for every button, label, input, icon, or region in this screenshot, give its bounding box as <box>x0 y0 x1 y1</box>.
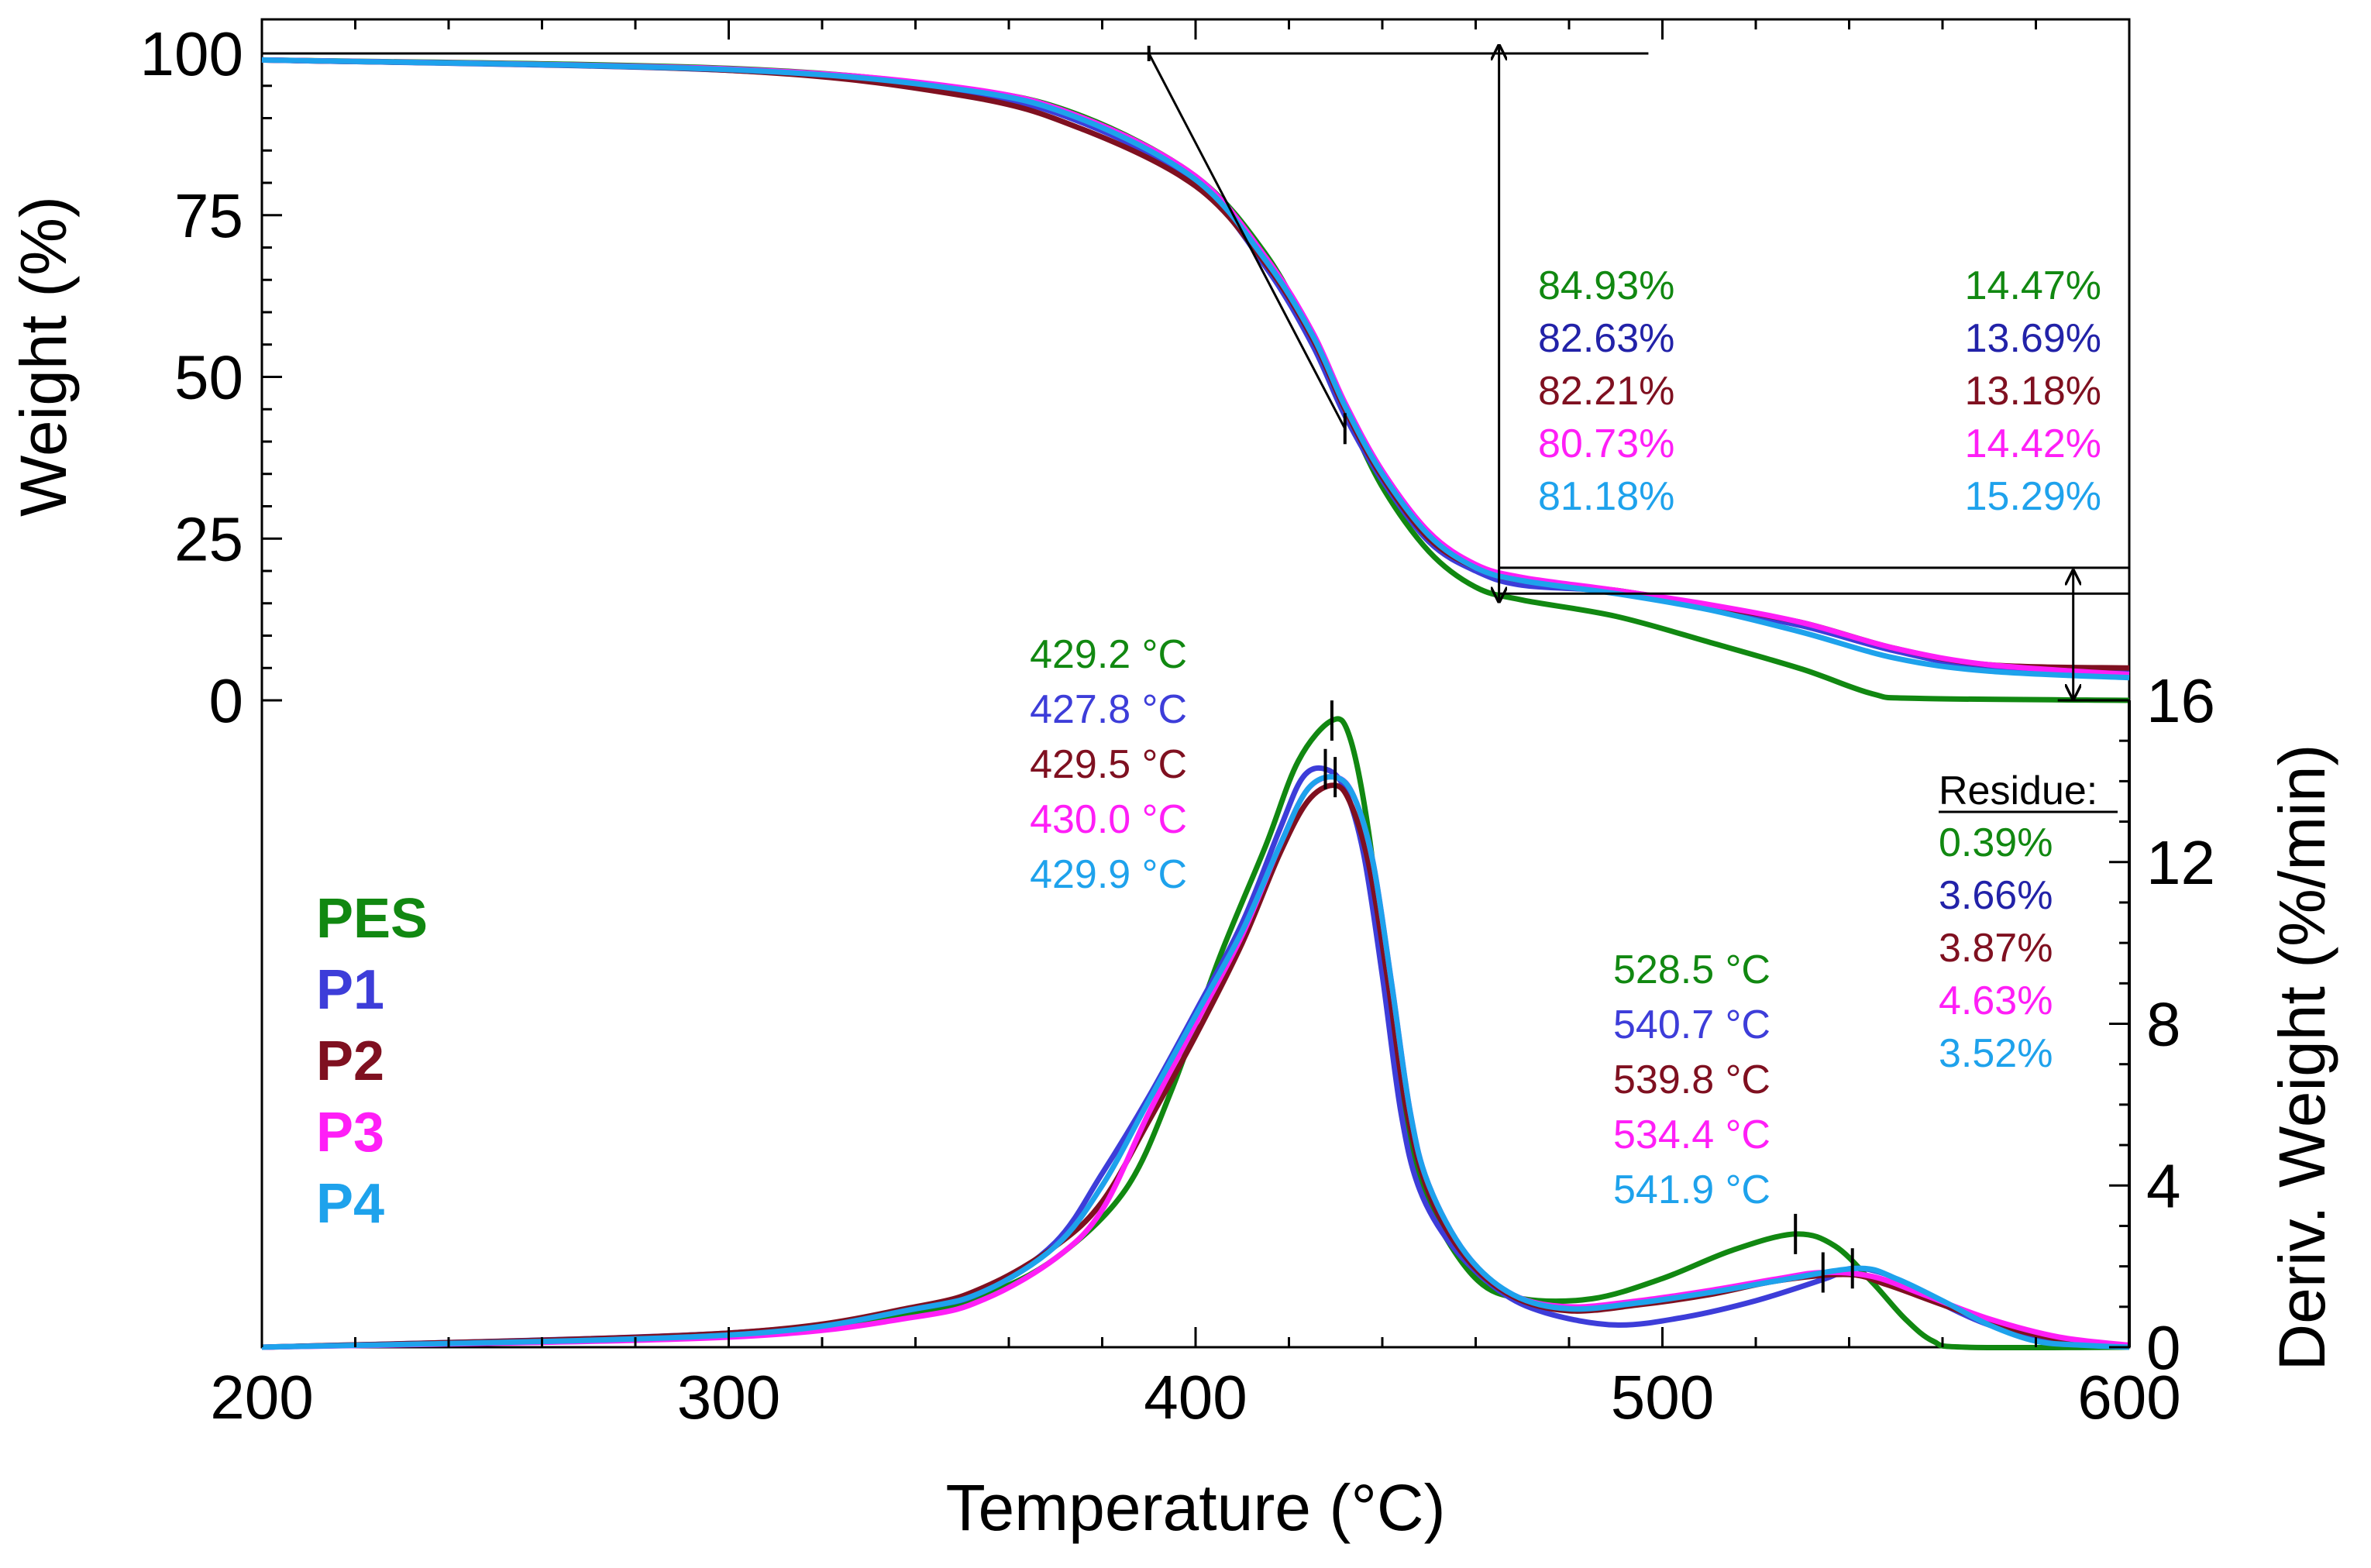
residue-label: 4.63% <box>1939 978 2053 1023</box>
y-left-tick-label-2: 50 <box>174 343 243 412</box>
x-tick-label-1: 300 <box>677 1363 780 1432</box>
y-axis-right-title: Deriv. Weight (%/min) <box>2266 744 2338 1370</box>
y-axis-left-title: Weight (%) <box>7 196 80 517</box>
y-right-tick-label-0: 0 <box>2146 1313 2181 1382</box>
weight-loss-step2-label: 15.29% <box>1965 474 2101 519</box>
weight-curve-p1 <box>261 57 2130 676</box>
weight-curve-p4 <box>261 57 2130 681</box>
residue-label: 0.39% <box>1939 820 2053 865</box>
weight-loss-step1-label: 82.21% <box>1538 369 1674 414</box>
weight-curve-pes <box>261 57 2130 703</box>
plot-frame <box>260 18 2131 1349</box>
x-tick-label-4: 600 <box>2077 1363 2180 1432</box>
residue-title: Residue: <box>1939 769 2097 813</box>
deriv-curve-p3 <box>261 774 2130 1350</box>
x-axis-title: Temperature (°C) <box>945 1471 1445 1544</box>
residue-label: 3.87% <box>1939 926 2053 971</box>
legend-item-p3: P3 <box>316 1102 384 1164</box>
weight-curve-p3 <box>261 57 2130 678</box>
weight-loss-step1-label: 80.73% <box>1538 421 1674 466</box>
y-left-tick-label-4: 100 <box>140 19 243 88</box>
y-left-tick-label-3: 75 <box>174 181 243 250</box>
weight-loss-step2-label: 13.69% <box>1965 316 2101 361</box>
deriv-curve-p4 <box>261 774 2130 1350</box>
peak2-temp-label: 534.4 °C <box>1613 1112 1771 1157</box>
x-tick-label-2: 400 <box>1144 1363 1247 1432</box>
weight-loss-step1-label: 84.93% <box>1538 263 1674 308</box>
x-tick-label-0: 200 <box>210 1363 313 1432</box>
legend-item-p1: P1 <box>316 959 384 1021</box>
peak1-temp-label: 429.2 °C <box>1030 632 1187 677</box>
x-tick-label-3: 500 <box>1611 1363 1714 1432</box>
residue-label: 3.52% <box>1939 1031 2053 1076</box>
weight-loss-step2-label: 14.42% <box>1965 421 2101 466</box>
legend-item-pes: PES <box>316 888 428 950</box>
peak2-temp-label: 528.5 °C <box>1613 947 1771 992</box>
y-right-tick-label-3: 12 <box>2146 828 2215 897</box>
weight-loss-step1-label: 82.63% <box>1538 316 1674 361</box>
y-right-tick-label-4: 16 <box>2146 666 2215 735</box>
y-right-tick-label-1: 4 <box>2146 1151 2181 1220</box>
residue-label: 3.66% <box>1939 873 2053 918</box>
weight-loss-step1-label: 81.18% <box>1538 474 1674 519</box>
y-left-tick-label-1: 25 <box>174 504 243 573</box>
weight-loss-step2-label: 13.18% <box>1965 369 2101 414</box>
deriv-curve-p2 <box>261 782 2130 1350</box>
y-right-tick-label-2: 8 <box>2146 990 2181 1059</box>
peak1-temp-label: 429.9 °C <box>1030 852 1187 897</box>
peak1-temp-label: 427.8 °C <box>1030 687 1187 732</box>
weight-curve-p2 <box>261 57 2130 671</box>
y-left-tick-label-0: 0 <box>209 666 244 735</box>
guide-lines-group <box>262 46 2129 1293</box>
onset-tangent <box>1148 53 1347 429</box>
weight-loss-step2-label: 14.47% <box>1965 263 2101 308</box>
legend: PES P1 P2 P3 P4 <box>316 888 428 1235</box>
curves-group <box>261 57 2130 1351</box>
peak2-temp-label: 540.7 °C <box>1613 1002 1771 1047</box>
peak1-temp-label: 429.5 °C <box>1030 742 1187 787</box>
legend-item-p4: P4 <box>316 1173 384 1235</box>
peak2-temp-label: 539.8 °C <box>1613 1057 1771 1102</box>
peak2-temp-label: 541.9 °C <box>1613 1167 1771 1212</box>
legend-item-p2: P2 <box>316 1030 384 1092</box>
annotation-labels: 84.93% 82.63% 82.21% 80.73% 81.18% 14.47% 13.6… <box>1030 263 2118 1212</box>
peak1-temp-label: 430.0 °C <box>1030 797 1187 842</box>
